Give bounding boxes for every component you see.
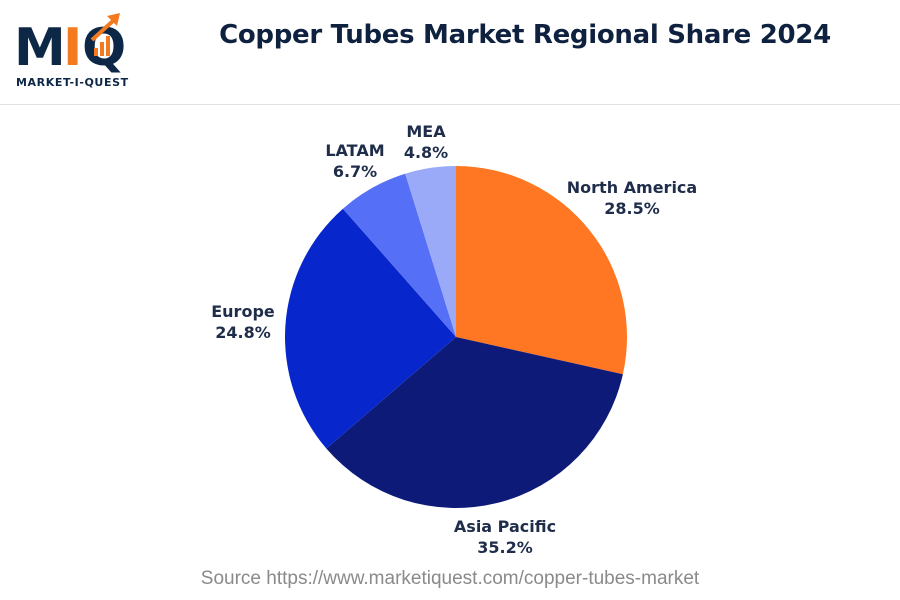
slice-value-europe: 24.8% — [215, 323, 271, 342]
slice-label-latam: LATAM — [325, 141, 384, 160]
pie-slice-latam — [342, 173, 456, 337]
slice-value-mea: 4.8% — [404, 143, 448, 162]
pie-slice-mea — [405, 166, 456, 337]
brand-logo: M I Q MARKET-I-QUEST — [14, 10, 139, 94]
slice-value-asia-pacific: 35.2% — [477, 538, 533, 557]
pie-slice-north-america — [456, 166, 627, 375]
svg-text:I: I — [63, 18, 82, 76]
slice-label-asia-pacific: Asia Pacific — [454, 517, 556, 536]
slice-value-north-america: 28.5% — [604, 199, 660, 218]
pie-slice-europe — [285, 208, 456, 449]
svg-text:M: M — [14, 18, 66, 76]
slice-label-europe: Europe — [211, 302, 275, 321]
header-divider — [0, 104, 900, 105]
slice-label-mea: MEA — [406, 122, 446, 141]
chart-title: Copper Tubes Market Regional Share 2024 — [219, 20, 831, 50]
logo-tagline: MARKET-I-QUEST — [16, 76, 129, 89]
slice-value-latam: 6.7% — [333, 162, 377, 181]
logo-mark-icon: M I Q — [14, 13, 126, 76]
slice-label-north-america: North America — [567, 178, 697, 197]
pie-slice-asia-pacific — [326, 337, 623, 508]
source-text: Source https://www.marketiquest.com/copp… — [200, 568, 700, 589]
